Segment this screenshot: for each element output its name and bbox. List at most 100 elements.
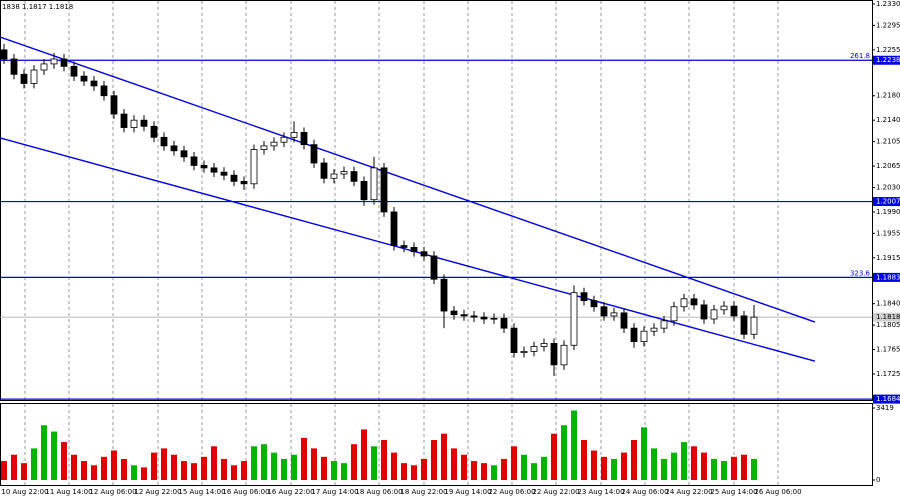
volume-bar <box>731 456 737 480</box>
candle-body <box>170 145 178 152</box>
candle-body <box>430 255 438 280</box>
candle-body <box>690 298 698 306</box>
volume-bar <box>581 439 587 480</box>
level-tag <box>873 55 900 65</box>
volume-bar <box>751 458 757 480</box>
volume-bar <box>541 456 547 480</box>
candle-body <box>80 75 88 82</box>
y-tick-label: 1.2140 <box>876 116 900 124</box>
candle-body <box>180 150 188 158</box>
volume-bar <box>141 467 147 480</box>
volume-bar <box>261 444 267 480</box>
candle-body <box>480 316 488 320</box>
volume-bar <box>691 446 697 480</box>
y-tick-label: 1.1915 <box>876 254 900 262</box>
candle-body <box>390 211 398 246</box>
candle-body <box>90 80 98 87</box>
level-tag <box>873 197 900 207</box>
volume-bar <box>251 446 257 480</box>
volume-bar <box>231 465 237 480</box>
volume-bar <box>741 454 747 480</box>
candle-body <box>610 312 618 317</box>
y-tick-label: 1.1805 <box>876 321 900 329</box>
x-tick-label: 25 Aug 14:00 <box>710 488 757 496</box>
candle-body <box>340 171 348 175</box>
candle-body <box>230 174 238 182</box>
volume-bar <box>31 448 37 480</box>
level-tag <box>873 394 900 404</box>
volume-bar <box>131 465 137 480</box>
volume-bar <box>21 463 27 480</box>
volume-bar <box>621 452 627 480</box>
volume-bar <box>681 442 687 480</box>
volume-bar <box>181 461 187 480</box>
candle-body <box>450 310 458 316</box>
candle-body <box>290 132 298 138</box>
x-tick-label: 12 Aug 22:00 <box>134 488 181 496</box>
x-tick-label: 16 Aug 22:00 <box>267 488 314 496</box>
candle-body <box>750 316 758 335</box>
candle-body <box>110 95 118 115</box>
volume-bar <box>461 454 467 480</box>
level-label: 1.1883 <box>876 273 900 281</box>
candle-body <box>660 320 668 329</box>
y-tick-label: 1.2105 <box>876 138 900 146</box>
volume-bar <box>41 425 47 480</box>
candle-body <box>410 247 418 253</box>
volume-bar <box>521 454 527 480</box>
volume-bar <box>501 458 507 480</box>
volume-bar <box>561 425 567 480</box>
volume-bar <box>271 452 277 480</box>
x-tick-label: 19 Aug 14:00 <box>444 488 491 496</box>
channel-line <box>0 137 816 362</box>
x-tick-label: 22 Aug 22:00 <box>532 488 579 496</box>
volume-bar <box>311 448 317 480</box>
candle-body <box>520 350 528 354</box>
candle-body <box>460 314 468 317</box>
volume-bar <box>161 448 167 480</box>
price-panel <box>0 0 873 401</box>
candle-body <box>310 144 318 164</box>
volume-bar <box>551 433 557 480</box>
volume-bar <box>661 458 667 480</box>
candle-body <box>530 346 538 352</box>
candle-body <box>470 315 478 318</box>
candle-body <box>500 317 508 329</box>
candle-body <box>280 136 288 143</box>
level-tag <box>873 272 900 282</box>
x-tick-label: 23 Aug 14:00 <box>577 488 624 496</box>
candle-body <box>640 330 648 343</box>
candle-body <box>40 63 48 71</box>
candle-body <box>630 327 638 343</box>
fib-label: 323.6 <box>850 269 871 277</box>
volume-bar <box>381 439 387 480</box>
candle-body <box>580 292 588 302</box>
candle-body <box>380 167 388 213</box>
x-tick-label: 24 Aug 22:00 <box>665 488 712 496</box>
volume-bar <box>721 461 727 480</box>
volume-tick-label: 0 <box>876 476 880 484</box>
x-tick-label: 16 Aug 06:00 <box>222 488 269 496</box>
x-tick-label: 11 Aug 14:00 <box>45 488 92 496</box>
x-tick-label: 17 Aug 14:00 <box>311 488 358 496</box>
candle-body <box>570 292 578 346</box>
candle-body <box>710 309 718 320</box>
volume-bar <box>301 437 307 480</box>
volume-bar <box>51 431 57 480</box>
volume-bar <box>71 454 77 480</box>
candle-body <box>200 165 208 169</box>
candle-body <box>350 171 358 182</box>
volume-bar <box>211 446 217 480</box>
candle-body <box>720 305 728 311</box>
candle-body <box>30 69 38 84</box>
volume-bar <box>361 429 367 480</box>
y-tick-label: 1.2330 <box>876 0 900 8</box>
candle-body <box>440 278 448 312</box>
candle-body <box>650 327 658 332</box>
candle-body <box>730 305 738 317</box>
volume-bar <box>441 433 447 480</box>
volume-bar <box>511 446 517 480</box>
candle-body <box>10 58 18 75</box>
volume-bar <box>371 446 377 480</box>
